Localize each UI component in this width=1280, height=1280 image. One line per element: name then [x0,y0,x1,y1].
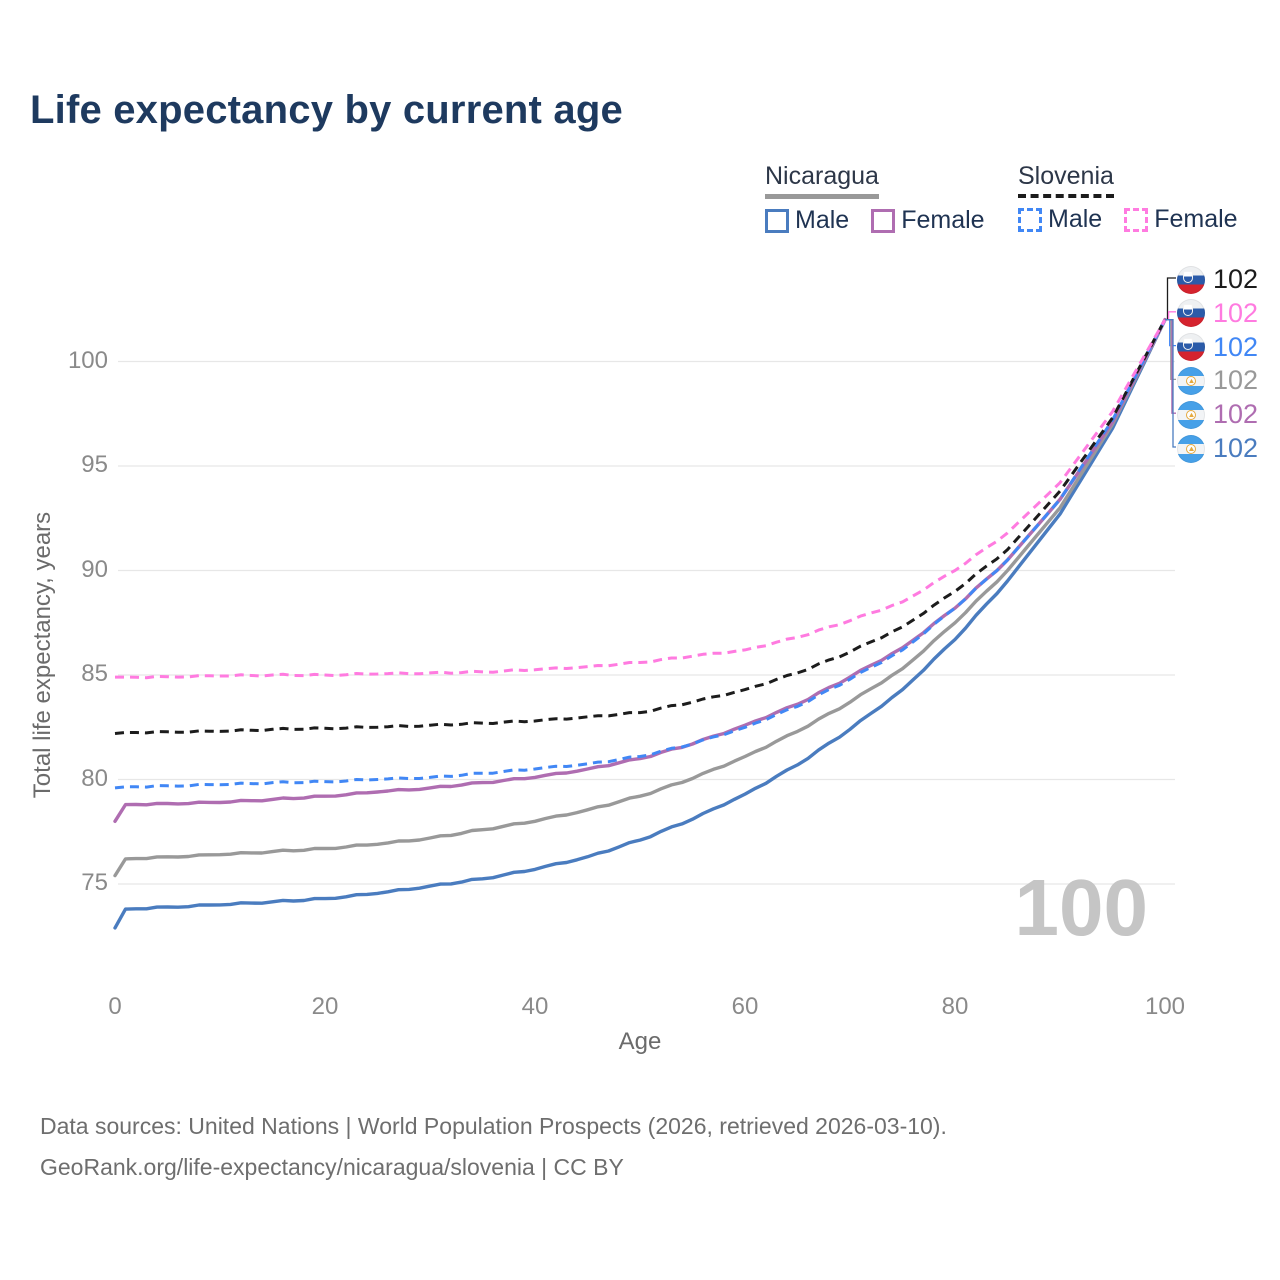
series-end-label-nicaragua: 102 [1177,365,1258,396]
y-tick-label: 80 [81,764,108,792]
legend-item-label: Male [795,206,850,234]
y-tick-label: 75 [81,869,108,896]
series-end-label-slovenia: 102 [1177,298,1258,329]
end-label-connector [1165,277,1176,321]
nicaragua-line-style-swatch [765,194,879,199]
end-label-value: 102 [1213,365,1259,396]
series-end-label-slovenia: 102 [1177,332,1258,363]
legend-country-nicaragua[interactable]: Nicaragua [765,162,879,199]
current-age-watermark: 100 [1014,863,1148,952]
series-line-slovenia-female[interactable] [115,318,1167,680]
end-label-value: 102 [1213,399,1259,430]
attribution-link-text: GeoRank.org/life-expectancy/nicaragua/sl… [40,1154,624,1180]
series-line-nicaragua-male[interactable] [113,318,1167,930]
end-label-connector [1165,319,1176,448]
legend-item-label: Female [901,206,985,234]
legend-group-nicaragua: Nicaragua Male Female [765,162,1007,235]
nicaragua-flag-icon [1177,366,1205,395]
end-label-value: 102 [1213,433,1259,463]
series-end-label-nicaragua: 102 [1177,433,1258,464]
data-sources-text: Data sources: United Nations | World Pop… [40,1113,947,1139]
slovenia-flag-icon [1177,299,1205,328]
legend-country-slovenia[interactable]: Slovenia [1018,162,1114,198]
series-line-slovenia-both[interactable] [114,318,1167,735]
series-line-nicaragua-both[interactable] [113,318,1167,878]
legend-country-name: Nicaragua [765,162,879,190]
legend-country-name: Slovenia [1018,162,1114,190]
y-axis-label: Total life expectancy, years [29,511,56,799]
series-line-slovenia-male[interactable] [114,319,1167,790]
nicaragua-male-swatch [765,208,789,233]
x-tick-label: 0 [108,993,122,1020]
series-line-nicaragua-female[interactable] [113,318,1167,823]
nicaragua-flag-icon [1177,434,1205,463]
x-tick-label: 20 [311,993,339,1020]
legend-item-nicaragua-female[interactable]: Female [871,206,985,235]
x-axis-label: Age [618,1028,662,1055]
slovenia-male-swatch [1018,207,1042,232]
legend-item-slovenia-male[interactable]: Male [1018,205,1102,234]
x-tick-label: 60 [731,993,759,1020]
slovenia-flag-icon [1177,333,1205,362]
legend-item-nicaragua-male[interactable]: Male [765,206,849,235]
end-label-value: 102 [1213,264,1259,294]
series-end-label-nicaragua: 102 [1177,399,1258,430]
y-tick-label: 100 [67,346,108,374]
slovenia-female-swatch [1124,207,1149,232]
series-end-label-slovenia: 102 [1177,264,1258,295]
y-tick-label: 95 [81,451,108,478]
end-label-value: 102 [1213,297,1259,328]
slovenia-flag-icon [1177,265,1205,294]
nicaragua-flag-icon [1177,400,1205,429]
x-tick-label: 40 [521,993,549,1020]
y-tick-label: 85 [81,660,108,687]
y-tick-label: 90 [81,555,108,583]
end-label-value: 102 [1213,331,1259,362]
nicaragua-female-swatch [871,208,896,233]
legend-item-label: Male [1048,205,1103,233]
legend-item-slovenia-female[interactable]: Female [1124,205,1238,234]
legend-group-slovenia: Slovenia Male Female [1018,162,1260,234]
end-label-connector [1165,319,1176,381]
end-label-connector [1165,311,1176,321]
page-title: Life expectancy by current age [30,88,623,132]
slovenia-line-style-swatch [1018,194,1114,198]
x-tick-label: 100 [1144,993,1186,1020]
x-tick-label: 80 [941,993,969,1020]
footer: Data sources: United Nations | World Pop… [40,1106,947,1188]
legend-item-label: Female [1154,205,1238,233]
